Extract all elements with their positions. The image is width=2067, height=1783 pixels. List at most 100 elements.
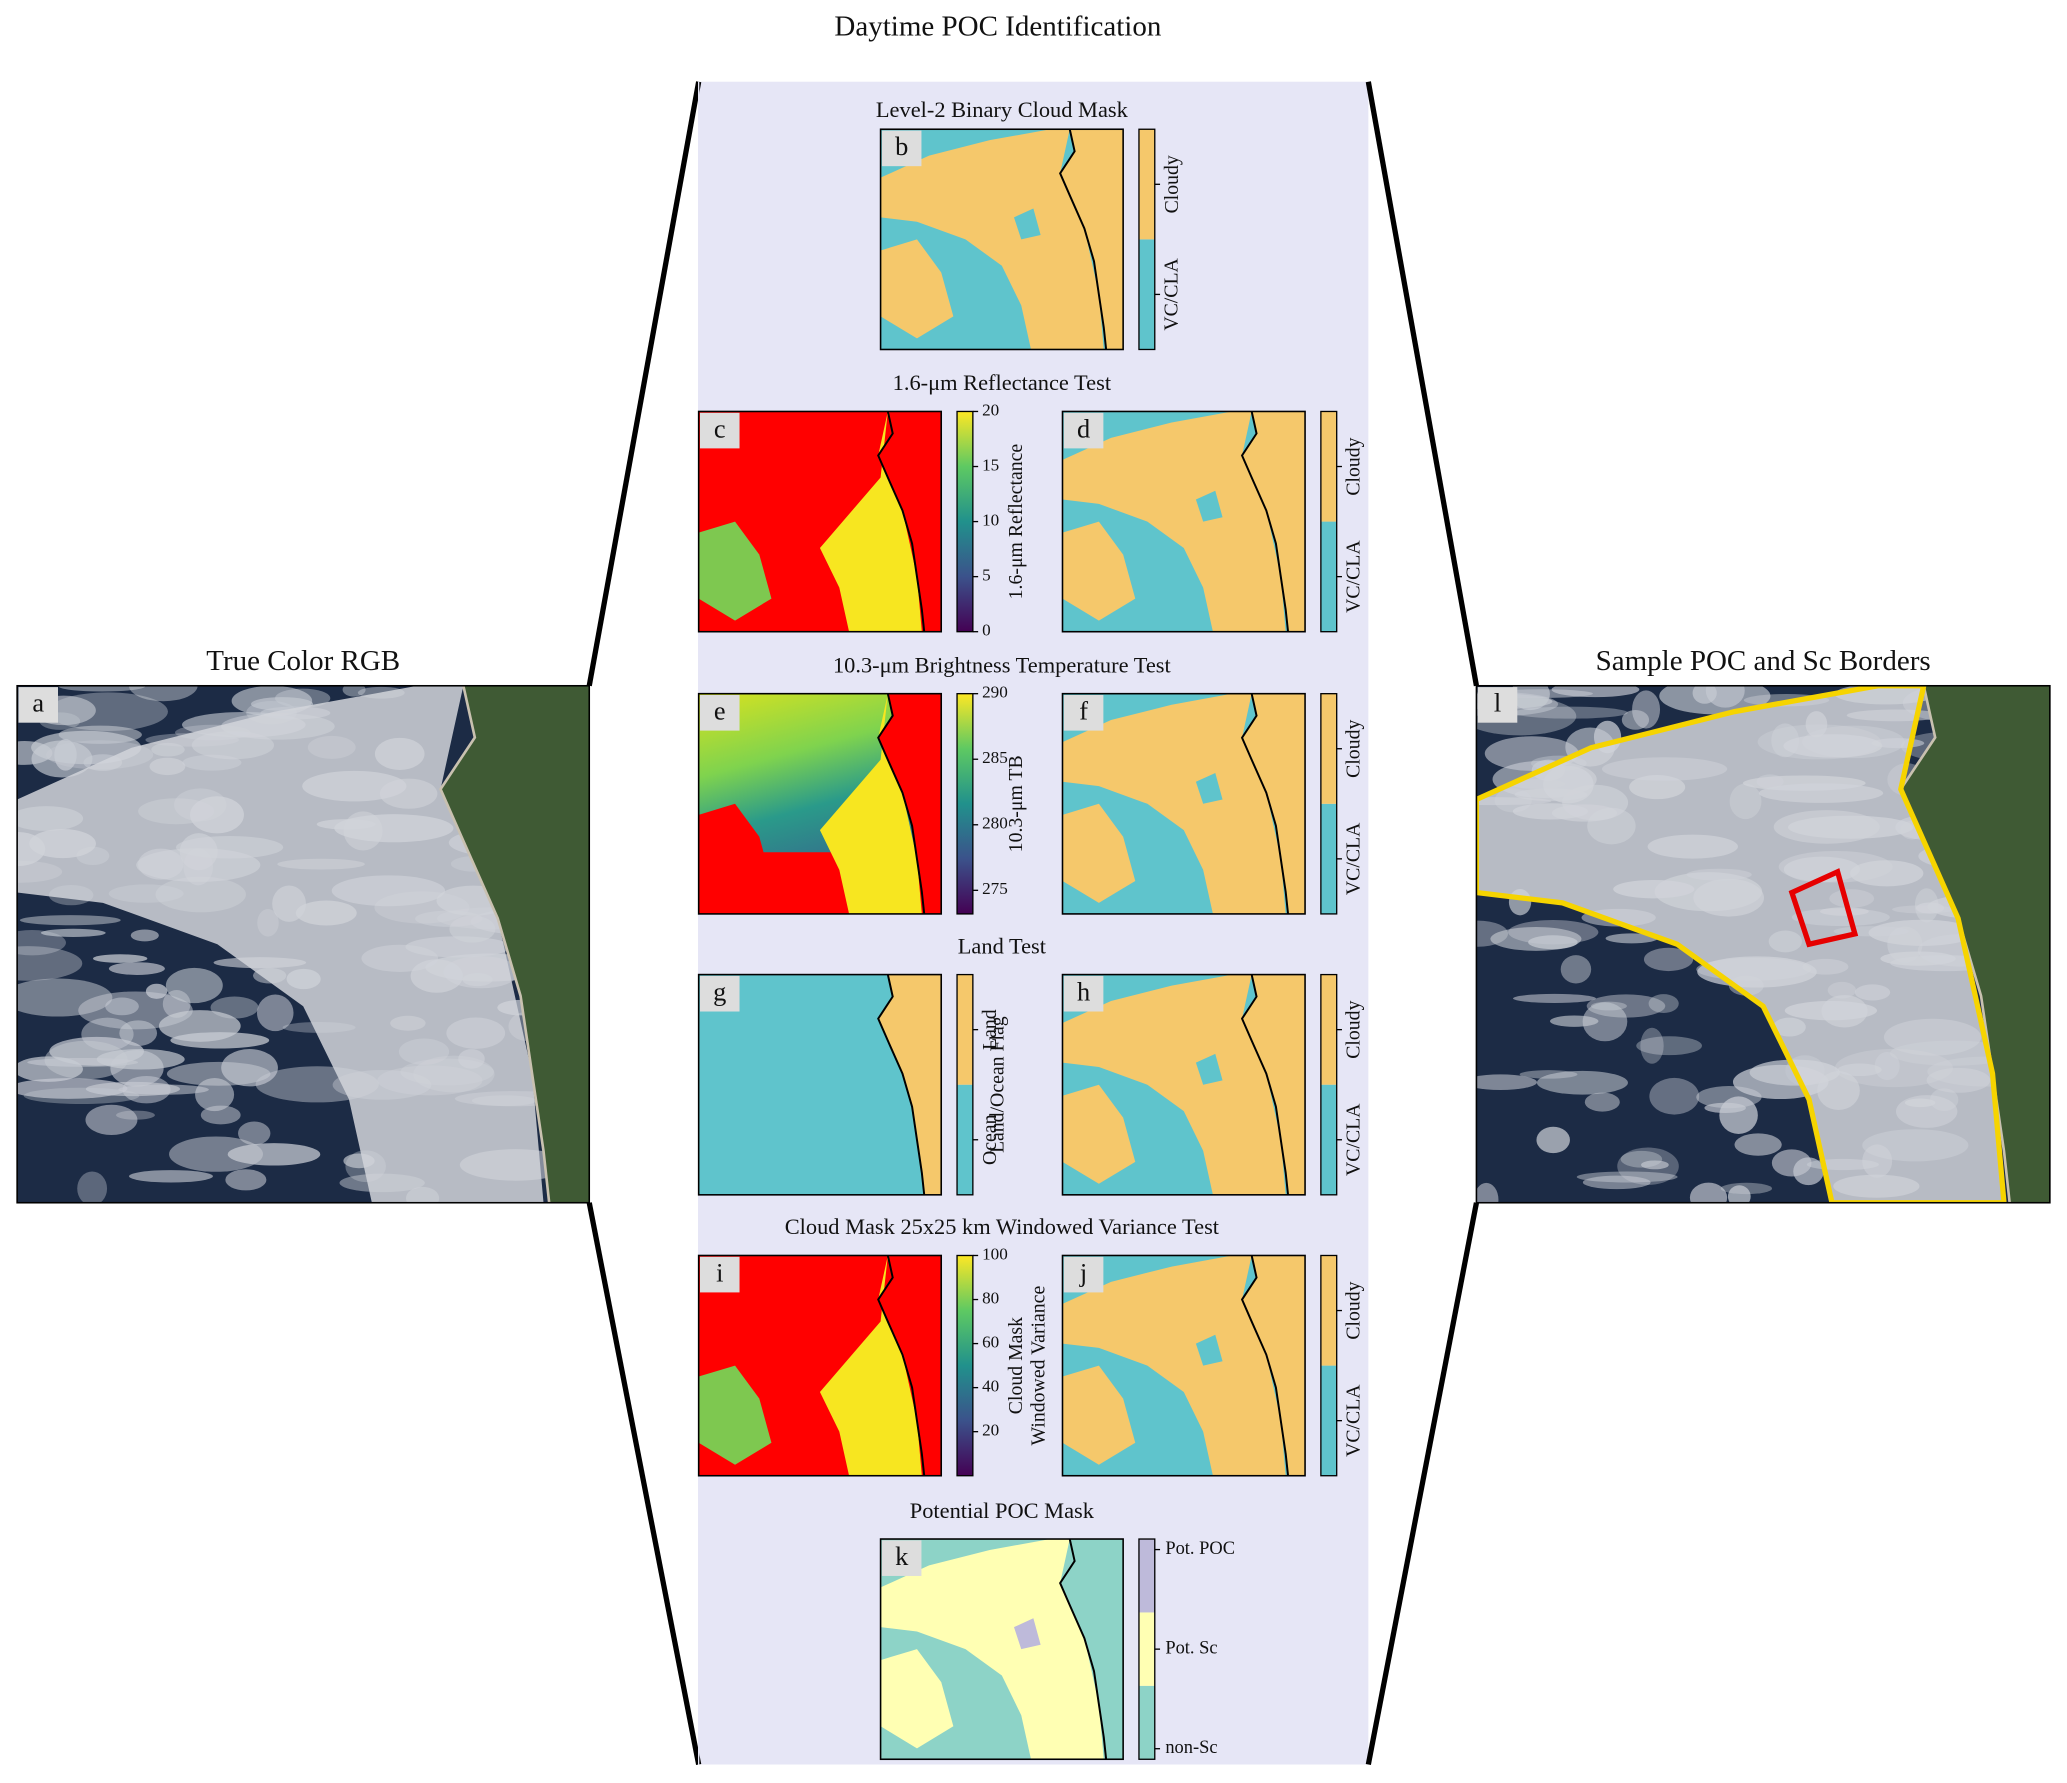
panel-image <box>1061 1254 1306 1477</box>
cloud <box>158 1010 241 1042</box>
cloudy <box>1062 693 1286 914</box>
cloudy <box>880 1649 954 1749</box>
cloudy <box>1062 1084 1136 1184</box>
poc-border <box>1788 868 1859 948</box>
stratocumulus <box>1476 685 2004 1203</box>
coastline <box>877 693 926 914</box>
colorbar-segment <box>1138 1685 1155 1760</box>
coastline <box>1059 1539 1108 1760</box>
coastline <box>877 974 926 1195</box>
colorbar-tick-label: 280 <box>982 814 1008 833</box>
land <box>878 411 942 632</box>
cloud <box>1719 1096 1758 1134</box>
cloud <box>17 946 83 981</box>
cloud <box>195 1078 235 1112</box>
cloud <box>1584 1092 1620 1112</box>
panel-image <box>697 1254 943 1477</box>
colorbar-segment <box>1320 1255 1337 1366</box>
colorbar-segment <box>957 1084 973 1195</box>
cloud <box>342 685 366 697</box>
cloud <box>238 1121 271 1146</box>
frame <box>1061 410 1306 633</box>
field-high <box>698 521 772 621</box>
colorbar-segment <box>957 974 973 1085</box>
colorbar-category: VC/CLA <box>1161 257 1183 330</box>
panel-letter-box <box>1063 1256 1104 1293</box>
land <box>440 685 590 1203</box>
coastline <box>877 1255 926 1476</box>
panel-letter: g <box>713 977 726 1006</box>
zoom-line <box>586 1202 702 1766</box>
panel-image <box>1475 684 2051 1204</box>
cloud <box>1649 1077 1700 1115</box>
coastline <box>877 411 926 632</box>
cloud <box>1536 1126 1570 1154</box>
land <box>1242 974 1306 1195</box>
frame <box>879 1538 1124 1761</box>
colorbar <box>956 693 974 915</box>
cloud <box>1476 1074 1537 1090</box>
frame <box>1061 1254 1306 1477</box>
panel-letter: c <box>714 414 726 443</box>
row-title: 10.3-μm Brightness Temperature Test <box>833 652 1172 677</box>
row-title: 1.6-μm Reflectance Test <box>893 370 1112 395</box>
land <box>878 974 942 1195</box>
row-title: Level-2 Binary Cloud Mask <box>876 97 1129 122</box>
colorbar-segment <box>1138 129 1155 240</box>
cloud <box>19 915 121 926</box>
cloud <box>40 928 106 937</box>
panel-letter: j <box>1079 1258 1087 1287</box>
poc <box>1013 1618 1041 1650</box>
cloud <box>44 1040 128 1080</box>
colorbar-segment <box>1320 803 1337 914</box>
cloud <box>129 1170 213 1183</box>
cloud <box>17 1078 128 1099</box>
cloud <box>108 962 165 975</box>
colorbar-label: Land/Ocean Flag <box>987 1016 1009 1153</box>
field-high <box>819 411 922 632</box>
poc <box>1013 208 1041 240</box>
panel-letter: f <box>1079 697 1088 726</box>
coastline <box>1240 1255 1290 1476</box>
colorbar-tick-label: 0 <box>982 621 991 640</box>
colorbar-tick-label: 60 <box>982 1333 999 1352</box>
colorbar-label: 10.3-μm TB <box>1005 755 1027 852</box>
colorbar-tick-label: 285 <box>982 748 1008 767</box>
colorbar-category: Ocean <box>979 1114 1001 1165</box>
colorbar-tick-label: 40 <box>982 1377 999 1396</box>
cloud <box>1513 993 1596 1003</box>
cloud <box>1605 933 1658 944</box>
cloud <box>77 1171 108 1203</box>
colorbar-label: Windowed Variance <box>1028 1286 1050 1446</box>
figure-title: Daytime POC Identification <box>834 11 1161 43</box>
panel-content <box>1062 1255 1306 1476</box>
panel-letter-box <box>699 975 740 1012</box>
panel-letter-box <box>1063 975 1104 1012</box>
cloud <box>130 929 159 942</box>
colorbar-category: Cloudy <box>1343 1281 1365 1339</box>
colorbar <box>1138 128 1156 351</box>
land <box>1060 129 1124 350</box>
coastline <box>1240 411 1290 632</box>
panel-letter: h <box>1077 977 1090 1006</box>
cloud <box>1734 1133 1782 1156</box>
frame <box>697 410 943 633</box>
colorbar-segment <box>1138 239 1155 350</box>
panel-title: Sample POC and Sc Borders <box>1596 645 1931 677</box>
colorbar-tick-label: 20 <box>982 1421 999 1440</box>
colorbar-category: Land <box>979 1009 1001 1050</box>
colorbar-category: non-Sc <box>1165 1737 1217 1757</box>
cloud <box>166 1061 271 1086</box>
frame <box>697 1254 943 1477</box>
colorbar-segment <box>1320 411 1337 522</box>
panel-letter-box <box>1477 687 1518 723</box>
colorbar-label: 1.6-μm Reflectance <box>1005 444 1027 600</box>
cloud <box>17 930 66 956</box>
field-high <box>819 1255 922 1476</box>
cloud <box>105 997 139 1016</box>
cloud <box>1550 1015 1599 1027</box>
panel-letter-box <box>881 130 922 167</box>
colorbar <box>1320 693 1338 915</box>
land <box>878 1255 942 1476</box>
